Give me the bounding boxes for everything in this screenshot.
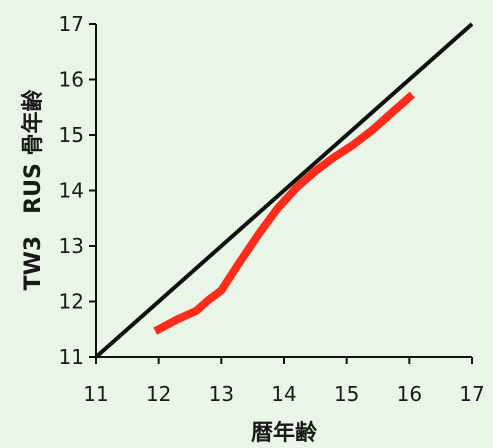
x-tick-label-3: 14: [271, 382, 296, 406]
series-layer: [94, 22, 474, 359]
y-tick-label-6: 17: [59, 12, 84, 36]
x-tick-label-1: 12: [146, 382, 171, 406]
ticks-layer: 11 12 13 14 15 16 17 11 12 13 14 15 16 17: [59, 12, 485, 406]
x-tick-label-2: 13: [209, 382, 234, 406]
series-line-0: [94, 22, 474, 359]
y-tick-label-1: 12: [59, 290, 84, 314]
x-tick-label-4: 15: [334, 382, 359, 406]
y-tick-label-3: 14: [59, 179, 84, 203]
chart-marks: 11 12 13 14 15 16 17 11 12 13 14 15 16 17: [59, 12, 485, 406]
x-tick-label-0: 11: [83, 382, 108, 406]
x-tick-label-5: 16: [397, 382, 422, 406]
y-tick-label-0: 11: [59, 345, 84, 369]
y-tick-label-4: 15: [59, 123, 84, 147]
y-tick-label-2: 13: [59, 234, 84, 258]
x-axis-title: 暦年齢: [251, 420, 318, 446]
y-tick-label-5: 16: [59, 68, 84, 92]
x-tick-label-6: 17: [459, 382, 484, 406]
y-axis-title: TW3 RUS 骨年齢: [20, 89, 46, 291]
series-line-1: [153, 91, 415, 335]
